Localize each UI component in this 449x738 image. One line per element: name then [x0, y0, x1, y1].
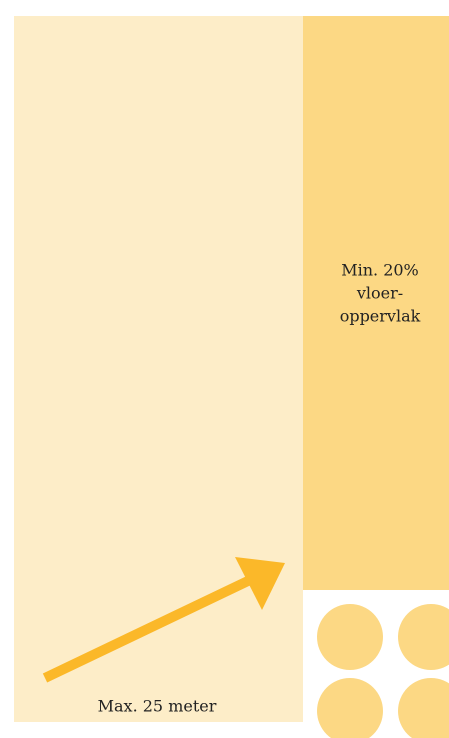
distance-label: Max. 25 meter [98, 697, 217, 716]
circle [317, 604, 383, 670]
circle [317, 678, 383, 738]
area-label: vloer- [356, 284, 403, 303]
area-label: Min. 20% [341, 261, 419, 280]
circle [398, 678, 449, 738]
min-area [303, 16, 449, 590]
floor-area [14, 16, 303, 722]
arrow [42, 557, 285, 683]
circles [317, 604, 449, 738]
area-label: oppervlak [340, 307, 421, 326]
circle [398, 604, 449, 670]
